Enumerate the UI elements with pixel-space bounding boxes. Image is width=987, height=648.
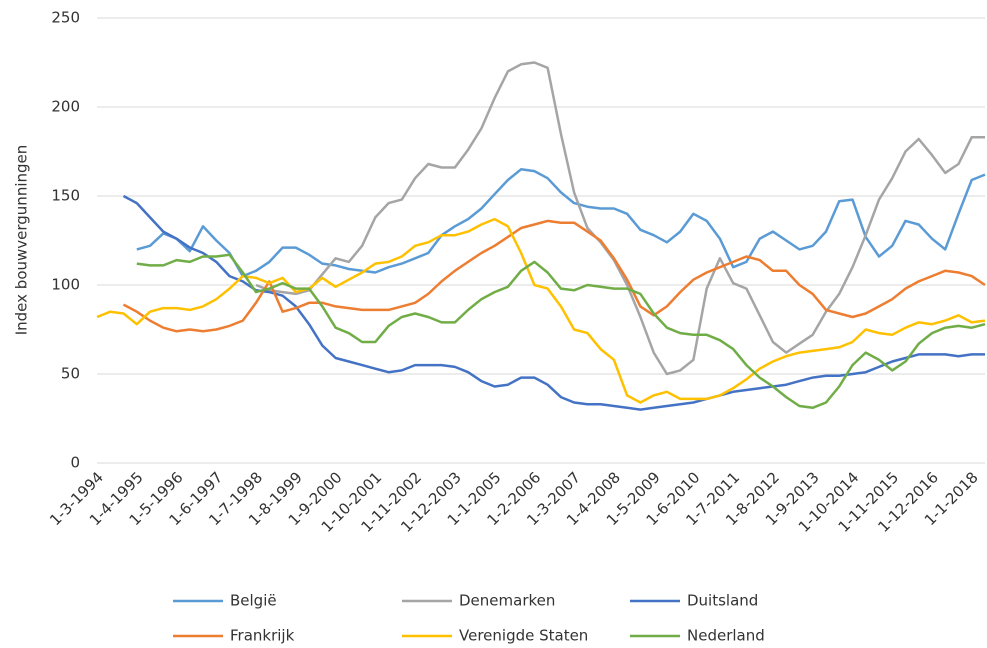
series-line bbox=[136, 168, 986, 278]
series-line bbox=[122, 194, 985, 411]
y-tick-label: 50 bbox=[61, 365, 80, 383]
y-axis-title: Index bouwvergunningen bbox=[13, 145, 31, 336]
legend-label: Duitsland bbox=[687, 592, 758, 610]
y-tick-label: 200 bbox=[51, 98, 80, 116]
legend-label: Verenigde Staten bbox=[459, 627, 588, 645]
y-tick-label: 150 bbox=[51, 187, 80, 205]
series-line bbox=[255, 61, 985, 376]
legend-label: België bbox=[230, 592, 277, 610]
y-tick-label: 250 bbox=[51, 9, 80, 27]
series-line bbox=[136, 253, 986, 410]
legend-label: Nederland bbox=[687, 627, 765, 645]
legend-label: Denemarken bbox=[459, 592, 555, 610]
y-tick-label: 0 bbox=[70, 454, 80, 472]
series-line bbox=[122, 219, 986, 333]
y-tick-label: 100 bbox=[51, 276, 80, 294]
legend-label: Frankrijk bbox=[230, 627, 295, 645]
